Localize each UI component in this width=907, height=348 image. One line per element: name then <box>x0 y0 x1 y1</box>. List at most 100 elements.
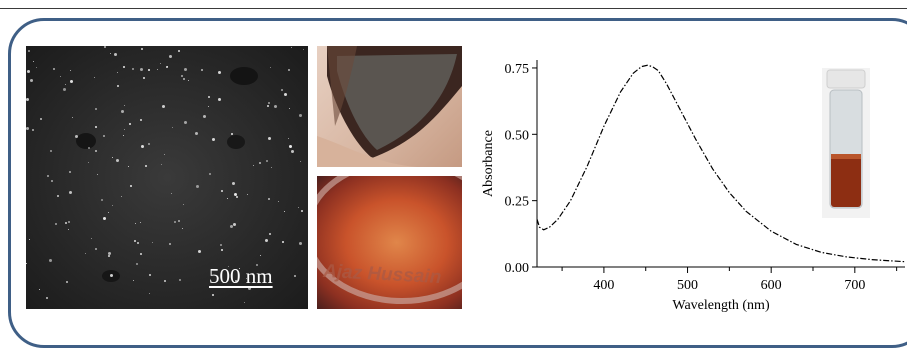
nanoparticle-speck <box>95 126 97 128</box>
nanoparticle-speck <box>164 154 165 155</box>
nanoparticle-speck <box>51 180 53 182</box>
nanoparticle-speck <box>265 239 268 242</box>
nanoparticle-speck <box>28 50 30 52</box>
nanoparticle-speck <box>140 68 143 71</box>
nanoparticle-speck <box>149 274 151 276</box>
nanoparticle-speck <box>69 191 72 194</box>
nanoparticle-speck <box>148 69 150 71</box>
nanoparticle-speck <box>246 278 247 279</box>
nanoparticle-speck <box>253 165 254 166</box>
nanoparticle-speck <box>116 159 119 162</box>
nanoparticle-speck <box>128 166 129 167</box>
dish-rim <box>317 176 462 304</box>
nanoparticle-speck <box>95 150 97 152</box>
absorbance-chart: 0.00 0.25 0.50 0.75 400 500 600 700 Wavelength … <box>481 60 906 313</box>
nanoparticle-speck <box>49 259 52 262</box>
nanoparticle-speck <box>101 199 103 201</box>
x-tick-label: 400 <box>593 278 614 293</box>
nanoparticle-speck <box>160 63 161 64</box>
dish-photo: Ajaz Hussain <box>317 176 462 309</box>
nanoparticle-speck <box>188 80 189 81</box>
nanoparticle-speck <box>133 280 134 281</box>
nanoparticle-speck <box>301 210 303 212</box>
nanoparticle-speck <box>269 233 271 235</box>
nanoparticle-speck <box>284 211 285 212</box>
y-axis-label: Absorbance <box>481 130 496 197</box>
nanoparticle-speck <box>117 72 118 73</box>
nanoparticle-speck <box>166 66 168 68</box>
nanoparticle-speck <box>141 48 143 50</box>
nanoparticle-speck <box>124 105 125 106</box>
nanoparticle-speck <box>239 268 240 269</box>
nanoparticle-speck <box>65 84 66 85</box>
film-photo <box>317 46 462 167</box>
nanoparticle-speck <box>179 279 181 281</box>
nanoparticle-speck <box>29 239 30 240</box>
nanoparticle-speck <box>196 185 199 188</box>
nanoparticle-speck <box>284 93 287 96</box>
nanoparticle-speck <box>212 138 215 141</box>
nanoparticle-speck <box>108 255 110 257</box>
nanoparticle-speck <box>134 240 136 242</box>
nanoparticle-speck <box>136 263 138 265</box>
nanoparticle-speck <box>221 190 223 192</box>
nanoparticle-speck <box>228 266 229 267</box>
nanoparticle-speck <box>208 96 210 98</box>
nanoparticle-speck <box>32 129 34 131</box>
nanoparticle-speck <box>85 253 86 254</box>
nanoparticle-speck <box>110 274 113 277</box>
nanoparticle-speck <box>300 161 301 162</box>
nanoparticle-speck <box>266 160 268 162</box>
nanoparticle-speck <box>95 108 97 110</box>
nanoparticle-speck <box>121 110 124 113</box>
nanoparticle-speck <box>234 193 237 196</box>
nanoparticle-speck <box>103 217 106 220</box>
nanoparticle-speck <box>218 98 221 101</box>
nanoparticle-speck <box>114 53 117 56</box>
nanoparticle-speck <box>148 143 150 145</box>
nanoparticle-speck <box>66 281 68 283</box>
nanoparticle-speck <box>110 53 111 54</box>
nanoparticle-speck <box>270 67 271 68</box>
nanoparticle-speck <box>129 123 131 125</box>
nanoparticle-speck <box>143 77 145 79</box>
nanoparticle-speck <box>203 115 206 118</box>
nanoparticle-speck <box>70 70 71 71</box>
nanoparticle-speck <box>244 302 245 303</box>
nanoparticle-speck <box>152 242 153 243</box>
nanoparticle-speck <box>271 167 272 168</box>
nanoparticle-speck <box>26 127 29 130</box>
nanoparticle-speck <box>181 75 183 77</box>
nanoparticle-speck <box>281 89 283 91</box>
nanoparticle-speck <box>235 280 237 282</box>
nanoparticle-speck <box>184 68 187 71</box>
nanoparticle-speck <box>209 173 211 175</box>
nanoparticle-speck <box>288 138 289 139</box>
nanoparticle-speck <box>232 182 235 185</box>
nanoparticle-speck <box>46 297 48 299</box>
nanoparticle-speck <box>274 105 277 108</box>
nanoparticle-speck <box>267 105 269 107</box>
nanoparticle-speck <box>259 162 261 164</box>
nanoparticle-speck <box>162 105 165 108</box>
nanoparticle-speck <box>94 77 95 78</box>
nanoparticle-speck <box>169 55 172 58</box>
nanoparticle-speck <box>104 46 106 48</box>
nanoparticle-speck <box>178 220 180 222</box>
nanoparticle-speck <box>291 47 292 48</box>
nanoparticle-speck <box>65 222 67 224</box>
nanoparticle-speck <box>91 238 92 239</box>
nanoparticle-speck <box>140 222 141 223</box>
nanoparticle-speck <box>183 78 185 80</box>
nanoparticle-speck <box>231 133 233 135</box>
nanoparticle-speck <box>303 49 304 50</box>
nanoparticle-speck <box>26 263 27 264</box>
nanoparticle-speck <box>172 127 173 128</box>
nanoparticle-speck <box>182 228 183 229</box>
nanoparticle-speck <box>247 194 248 195</box>
nanoparticle-speck <box>164 280 166 282</box>
nanoparticle-speck <box>227 198 228 199</box>
nanoparticle-speck <box>132 68 134 70</box>
nanoparticle-speck <box>72 117 73 118</box>
nanoparticle-speck <box>169 243 171 245</box>
